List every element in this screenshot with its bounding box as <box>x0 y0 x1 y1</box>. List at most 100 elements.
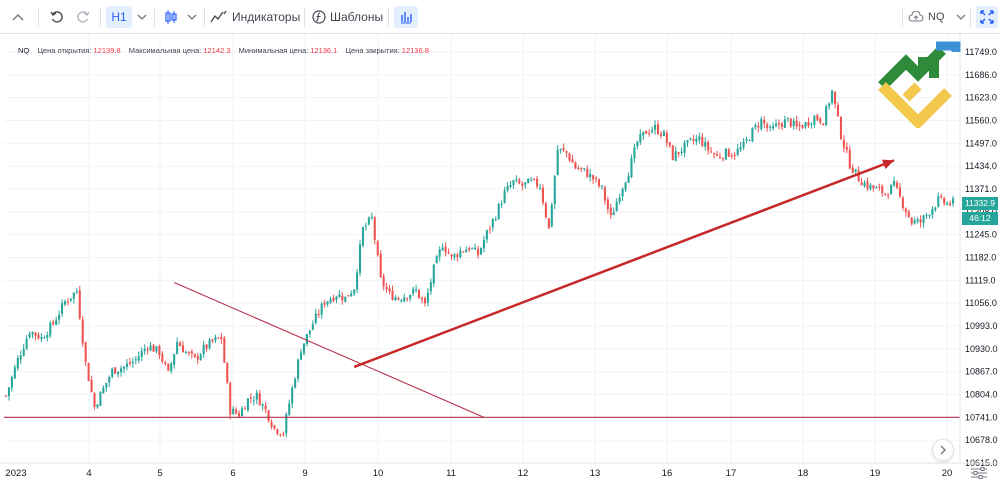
candle <box>282 431 285 437</box>
candle <box>205 343 208 353</box>
chevron-right-icon <box>940 445 946 455</box>
candle <box>84 341 87 367</box>
fullscreen-icon[interactable] <box>976 6 998 28</box>
candle <box>403 293 406 303</box>
candle <box>335 295 338 304</box>
candle <box>533 178 536 181</box>
price-tick-label: 10867.0 <box>965 367 998 377</box>
candle <box>208 337 211 350</box>
candle <box>412 286 415 297</box>
symbol-selector[interactable]: NQ <box>908 6 958 28</box>
candle <box>792 117 795 130</box>
candle <box>423 296 426 307</box>
candle <box>851 164 854 174</box>
candle <box>530 176 533 182</box>
candle <box>553 174 556 210</box>
candle <box>878 183 881 191</box>
candles-chart-type-icon[interactable] <box>160 6 182 28</box>
candle <box>226 361 229 384</box>
descending-trendline[interactable] <box>173 282 485 418</box>
up-arrow-drawing[interactable] <box>353 159 895 369</box>
candle <box>577 165 580 170</box>
candle <box>462 250 465 253</box>
chart-type-chevron-down-icon[interactable] <box>184 6 200 28</box>
redo-icon[interactable] <box>72 6 94 28</box>
candle <box>592 174 595 184</box>
candle <box>43 335 46 339</box>
chart-settings-icon[interactable] <box>968 466 990 480</box>
candle <box>111 367 114 379</box>
candle <box>391 285 394 301</box>
candle <box>901 195 904 211</box>
candle <box>105 382 108 392</box>
candle <box>320 301 323 319</box>
time-tick-label: 19 <box>870 468 881 479</box>
indicators-icon <box>210 10 227 23</box>
candle <box>630 154 633 179</box>
candle <box>836 102 840 118</box>
candle <box>686 140 689 148</box>
candle <box>314 308 317 325</box>
data-window-icon[interactable] <box>394 6 418 28</box>
candle <box>656 120 660 136</box>
candle <box>562 143 565 152</box>
candle <box>863 180 866 188</box>
candle <box>40 333 43 343</box>
candle <box>662 129 665 137</box>
candle <box>96 403 99 409</box>
candle <box>904 207 907 217</box>
candle <box>16 355 19 371</box>
candle <box>707 140 710 155</box>
candle <box>810 122 813 129</box>
toolbar-divider <box>388 7 389 27</box>
candle <box>848 145 851 170</box>
indicators-button[interactable]: Индикаторы <box>210 6 302 28</box>
candle <box>612 207 615 216</box>
candle <box>297 358 300 383</box>
timeframe-chevron-down-icon[interactable] <box>134 6 150 28</box>
candle <box>751 127 754 143</box>
candle <box>415 284 418 293</box>
legend-open-label: Цена открытия: <box>37 46 92 55</box>
candle <box>190 349 193 359</box>
candle <box>869 183 872 191</box>
time-axis[interactable]: 2023 4 5 6 9 10 11 12 13 16 17 18 19 20 <box>0 462 1000 479</box>
scroll-to-realtime-button[interactable] <box>932 439 954 461</box>
price-axis[interactable]: 11749.0 11686.0 11623.0 11560.0 11497.0 11434… <box>959 34 998 468</box>
candle <box>813 114 816 128</box>
candle <box>934 206 937 212</box>
candle <box>730 153 733 159</box>
candle <box>500 200 503 209</box>
candle <box>474 243 477 250</box>
candle <box>772 122 775 131</box>
symbol-chevron-down-icon[interactable] <box>954 6 968 28</box>
candle <box>229 381 232 420</box>
candle <box>780 121 783 131</box>
bar-countdown-tag: 46:12 <box>962 212 998 225</box>
candle <box>683 140 686 158</box>
toolbar-divider <box>970 7 971 27</box>
candle <box>721 157 724 162</box>
candle <box>828 102 831 110</box>
candle <box>72 292 75 304</box>
candle <box>825 104 828 127</box>
candle <box>13 364 16 380</box>
timeframe-button[interactable]: H1 <box>106 6 132 28</box>
candle <box>261 402 264 411</box>
candle <box>344 296 347 303</box>
candle <box>757 122 760 133</box>
candle <box>288 399 291 417</box>
candle <box>518 177 521 185</box>
candle <box>122 366 126 374</box>
candle <box>565 150 568 158</box>
candle <box>875 186 878 189</box>
undo-icon[interactable] <box>46 6 68 28</box>
templates-button[interactable]: Шаблоны <box>312 6 386 28</box>
candle <box>128 357 131 366</box>
candle <box>651 126 654 134</box>
candle <box>99 391 102 406</box>
candle <box>34 332 37 341</box>
collapse-chevron-icon[interactable] <box>6 6 30 28</box>
time-tick-label: 10 <box>373 468 384 479</box>
